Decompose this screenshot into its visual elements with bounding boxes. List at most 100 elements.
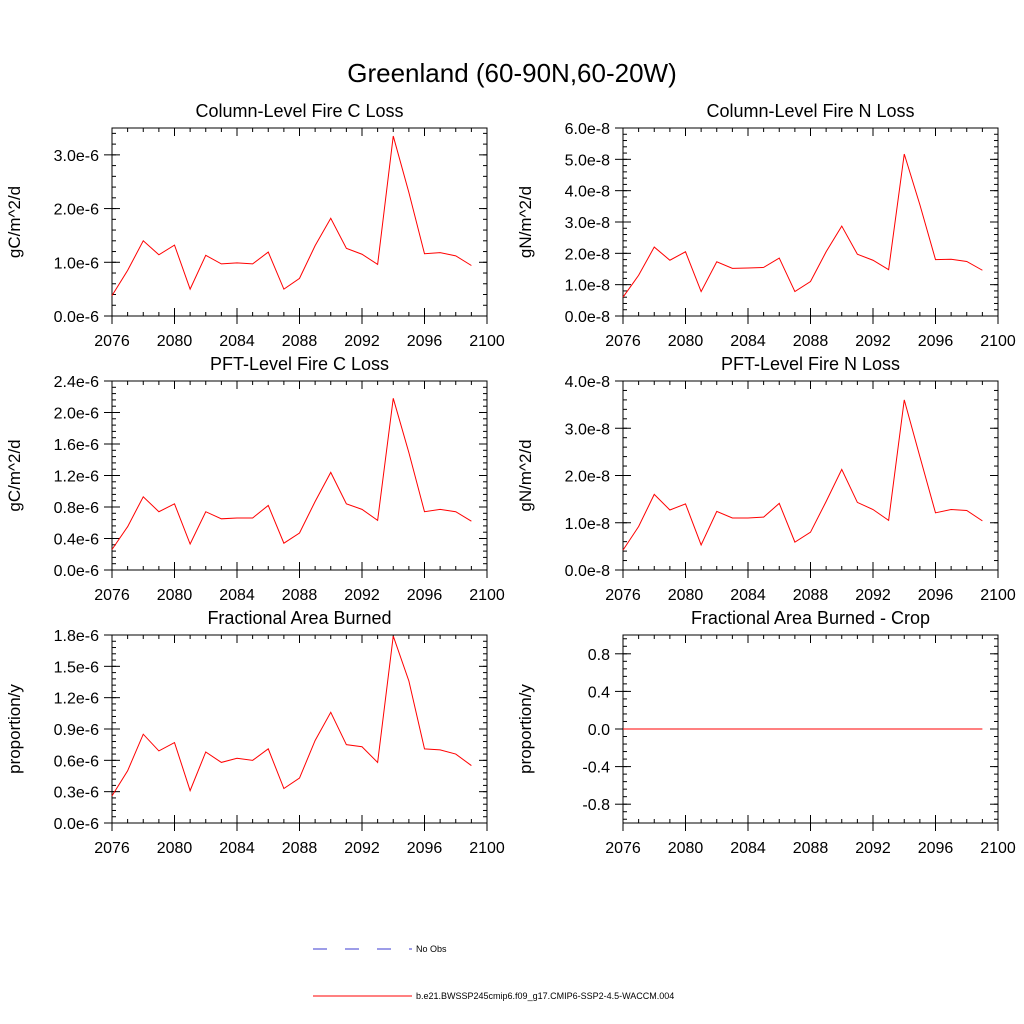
x-tick-label: 2088 xyxy=(282,587,318,604)
legend-label-no-obs: No Obs xyxy=(416,944,447,954)
x-tick-label: 2092 xyxy=(855,840,891,857)
series-line xyxy=(111,135,472,296)
plot-frame xyxy=(622,127,999,317)
x-tick-label: 2076 xyxy=(94,840,130,857)
x-tick-label: 2080 xyxy=(157,587,193,604)
series-line xyxy=(622,399,983,551)
x-tick-label: 2088 xyxy=(282,333,318,350)
y-tick-label: 0.4 xyxy=(588,684,610,701)
x-tick-label: 2076 xyxy=(605,840,641,857)
x-tick-label: 2076 xyxy=(94,587,130,604)
x-tick-label: 2088 xyxy=(793,587,829,604)
y-tick-label: 0.3e-6 xyxy=(54,785,99,802)
y-tick-label: 0.0 xyxy=(588,722,610,739)
plot-frame xyxy=(111,634,488,824)
panel-title: Fractional Area Burned - Crop xyxy=(691,608,930,628)
x-tick-label: 2092 xyxy=(344,840,380,857)
x-tick-label: 2084 xyxy=(730,333,766,350)
y-tick-label: 0.9e-6 xyxy=(54,722,99,739)
y-tick-label: 0.8e-6 xyxy=(54,500,99,517)
chart-panel-2: Column-Level Fire N Loss gN/m^2/d 2076 2080… xyxy=(516,101,1016,350)
chart-panel-4: PFT-Level Fire N Loss gN/m^2/d 2076 2080 208… xyxy=(516,354,1016,604)
x-tick-label: 2088 xyxy=(793,333,829,350)
x-tick-label: 2096 xyxy=(407,587,443,604)
y-tick-label: 0.0e-8 xyxy=(565,309,610,326)
y-tick-label: 1.0e-8 xyxy=(565,516,610,533)
y-tick-label: 0.0e-6 xyxy=(54,816,99,833)
y-tick-label: 3.0e-8 xyxy=(565,421,610,438)
x-tick-label: 2088 xyxy=(793,840,829,857)
y-tick-label: 1.5e-6 xyxy=(54,659,99,676)
plot-frame xyxy=(622,380,999,571)
x-tick-label: 2100 xyxy=(980,587,1016,604)
x-tick-label: 2092 xyxy=(855,333,891,350)
x-tick-label: 2092 xyxy=(344,587,380,604)
x-tick-label: 2080 xyxy=(157,840,193,857)
x-tick-label: 2084 xyxy=(730,840,766,857)
y-axis-label: proportion/y xyxy=(516,684,535,774)
y-axis-label: gN/m^2/d xyxy=(516,439,535,511)
y-axis-label: proportion/y xyxy=(5,684,24,774)
y-tick-label: 3.0e-6 xyxy=(54,148,99,165)
panel-title: PFT-Level Fire C Loss xyxy=(210,354,389,374)
x-tick-label: 2076 xyxy=(605,587,641,604)
series-line xyxy=(111,398,472,550)
panel-title: Fractional Area Burned xyxy=(207,608,391,628)
y-tick-label: 3.0e-8 xyxy=(565,215,610,232)
x-tick-label: 2100 xyxy=(469,587,505,604)
x-tick-label: 2076 xyxy=(94,333,130,350)
y-tick-label: 5.0e-8 xyxy=(565,152,610,169)
y-tick-label: -0.4 xyxy=(582,760,610,777)
y-tick-label: 0.0e-6 xyxy=(54,563,99,580)
y-tick-label: 4.0e-8 xyxy=(565,184,610,201)
y-tick-label: -0.8 xyxy=(582,797,610,814)
panel-title: PFT-Level Fire N Loss xyxy=(721,354,900,374)
y-tick-label: 1.0e-8 xyxy=(565,278,610,295)
y-tick-label: 2.0e-6 xyxy=(54,406,99,423)
x-tick-label: 2100 xyxy=(469,333,505,350)
x-tick-label: 2080 xyxy=(668,840,704,857)
y-tick-label: 0.0e-8 xyxy=(565,563,610,580)
y-tick-label: 0.8 xyxy=(588,647,610,664)
figure-title: Greenland (60-90N,60-20W) xyxy=(347,58,677,88)
x-tick-label: 2084 xyxy=(219,840,255,857)
y-tick-label: 4.0e-8 xyxy=(565,374,610,391)
panel-title: Column-Level Fire N Loss xyxy=(706,101,914,121)
chart-panel-5: Fractional Area Burned proportion/y 2076 20… xyxy=(5,608,505,857)
x-tick-label: 2088 xyxy=(282,840,318,857)
x-tick-label: 2100 xyxy=(980,840,1016,857)
x-tick-label: 2076 xyxy=(605,333,641,350)
x-tick-label: 2096 xyxy=(918,840,954,857)
y-tick-label: 2.0e-8 xyxy=(565,469,610,486)
series-line xyxy=(622,153,983,298)
x-tick-label: 2080 xyxy=(668,587,704,604)
x-tick-label: 2084 xyxy=(730,587,766,604)
legend: No Obs b.e21.BWSSP245cmip6.f09_g17.CMIP6… xyxy=(313,944,674,1001)
x-tick-label: 2096 xyxy=(407,333,443,350)
y-axis-label: gN/m^2/d xyxy=(516,186,535,258)
y-tick-label: 0.0e-6 xyxy=(54,309,99,326)
y-axis-label: gC/m^2/d xyxy=(5,439,24,511)
y-tick-label: 1.2e-6 xyxy=(54,691,99,708)
y-tick-label: 0.6e-6 xyxy=(54,753,99,770)
x-tick-label: 2096 xyxy=(918,333,954,350)
plot-frame xyxy=(111,127,488,317)
x-tick-label: 2092 xyxy=(855,587,891,604)
x-tick-label: 2100 xyxy=(980,333,1016,350)
x-tick-label: 2084 xyxy=(219,587,255,604)
plot-frame xyxy=(111,380,488,571)
y-tick-label: 2.0e-8 xyxy=(565,246,610,263)
x-tick-label: 2096 xyxy=(918,587,954,604)
chart-panel-1: Column-Level Fire C Loss gC/m^2/d 2076 2080… xyxy=(5,101,505,350)
y-tick-label: 2.0e-6 xyxy=(54,202,99,219)
y-tick-label: 0.4e-6 xyxy=(54,532,99,549)
chart-panel-3: PFT-Level Fire C Loss gC/m^2/d 2076 2080 208… xyxy=(5,354,505,604)
series-line xyxy=(111,635,472,797)
x-tick-label: 2096 xyxy=(407,840,443,857)
x-tick-label: 2092 xyxy=(344,333,380,350)
chart-panel-6: Fractional Area Burned - Crop proportion/… xyxy=(516,608,1016,857)
y-tick-label: 2.4e-6 xyxy=(54,374,99,391)
panels-container: Column-Level Fire C Loss gC/m^2/d 2076 2080… xyxy=(5,101,1016,857)
x-tick-label: 2080 xyxy=(668,333,704,350)
